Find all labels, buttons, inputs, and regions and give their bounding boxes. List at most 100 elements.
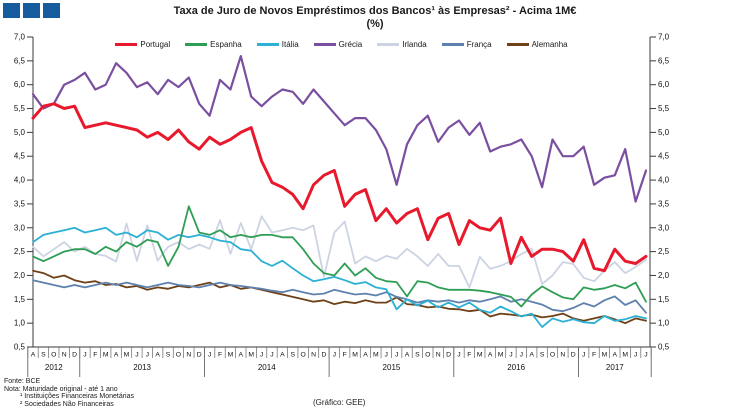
y-tick-label-right: 2,5: [658, 247, 670, 256]
series-irlanda: [32, 215, 647, 289]
x-tick-label-month: N: [560, 352, 565, 359]
series-portugal: [31, 102, 648, 273]
legend-swatch: [115, 43, 138, 46]
x-tick-label-month: O: [425, 352, 430, 359]
legend-label: Portugal: [140, 40, 171, 49]
x-tick-label-month: M: [602, 352, 608, 359]
chart-legend: Portugal Espanha Itália Grécia Irlanda França…: [33, 40, 650, 49]
x-tick-label-month: J: [208, 352, 211, 359]
x-tick-label-month: A: [114, 352, 119, 359]
x-tick-label-month: J: [457, 352, 460, 359]
y-tick-label-left: 7,0: [14, 33, 26, 42]
y-tick-label-left: 5,0: [14, 128, 26, 137]
legend-item-irlanda: Irlanda: [377, 40, 427, 49]
legend-label: Alemanha: [531, 40, 568, 49]
x-tick-label-month: A: [405, 352, 410, 359]
legend-swatch: [441, 43, 464, 46]
x-tick-label-month: D: [72, 352, 77, 359]
x-tick-label-month: M: [103, 352, 109, 359]
page-subtitle: (%): [366, 18, 384, 30]
x-tick-label-month: J: [260, 352, 263, 359]
legend-label: Espanha: [210, 40, 242, 49]
x-tick-label-month: M: [622, 352, 628, 359]
legend-swatch: [256, 43, 279, 46]
y-tick-label-right: 3,0: [658, 223, 670, 232]
x-tick-label-month: A: [31, 352, 36, 359]
y-tick-label-right: 6,0: [658, 80, 670, 89]
y-tick-label-left: 1,5: [14, 295, 26, 304]
y-tick-label-right: 5,0: [658, 128, 670, 137]
x-tick-label-month: O: [51, 352, 56, 359]
x-tick-label-month: S: [166, 352, 171, 359]
legend-item-espanha: Espanha: [185, 40, 242, 49]
x-tick-label-month: M: [248, 352, 254, 359]
x-tick-label-month: J: [385, 352, 388, 359]
y-tick-label-left: 4,5: [14, 152, 26, 161]
y-tick-label-left: 3,5: [14, 199, 26, 208]
y-tick-label-right: 5,5: [658, 104, 670, 113]
y-tick-label-left: 4,0: [14, 176, 26, 185]
x-tick-label-month: F: [218, 352, 222, 359]
x-tick-label-month: J: [395, 352, 398, 359]
x-tick-label-month: J: [582, 352, 585, 359]
y-tick-label-left: 6,0: [14, 80, 26, 89]
x-tick-label-month: D: [571, 352, 576, 359]
x-tick-label-month: M: [228, 352, 234, 359]
y-tick-label-left: 3,0: [14, 223, 26, 232]
x-tick-label-month: S: [415, 352, 420, 359]
footnote-line: Fonte: BCE: [4, 378, 41, 385]
legend-swatch: [506, 43, 529, 46]
x-tick-label-month: S: [41, 352, 46, 359]
y-tick-label-left: 6,5: [14, 56, 26, 65]
x-tick-label-month: N: [62, 352, 67, 359]
legend-swatch: [313, 43, 336, 46]
legend-item-frança: França: [441, 40, 492, 49]
x-tick-label-month: F: [467, 352, 471, 359]
x-tick-label-month: A: [529, 352, 534, 359]
y-tick-label-right: 7,0: [658, 33, 670, 42]
y-tick-label-right: 3,5: [658, 199, 670, 208]
x-tick-label-month: M: [124, 352, 130, 359]
x-tick-label-month: A: [155, 352, 160, 359]
x-tick-label-month: D: [446, 352, 451, 359]
y-tick-label-right: 2,0: [658, 271, 670, 280]
logo: [3, 3, 60, 18]
x-tick-label-month: J: [270, 352, 273, 359]
x-tick-label-month: J: [520, 352, 523, 359]
page-title: Taxa de Juro de Novos Empréstimos dos Ba…: [173, 5, 577, 17]
legend-item-itália: Itália: [256, 40, 299, 49]
legend-swatch: [185, 43, 208, 46]
y-tick-label-right: 1,5: [658, 295, 670, 304]
x-tick-label-year: 2017: [606, 363, 624, 372]
x-tick-label-month: M: [352, 352, 358, 359]
x-tick-label-month: J: [644, 352, 647, 359]
credit-text: (Gráfico: GEE): [313, 398, 366, 407]
x-tick-label-month: M: [477, 352, 483, 359]
y-tick-label-right: 6,5: [658, 56, 670, 65]
footnote-line: ¹ Instituições Financeiras Monetárias: [20, 393, 134, 400]
x-tick-label-month: N: [436, 352, 441, 359]
logo-square: [43, 3, 60, 18]
series-itália: [32, 226, 647, 328]
x-tick-label-year: 2016: [507, 363, 525, 372]
series-alemanha: [32, 269, 647, 325]
x-tick-label-month: N: [186, 352, 191, 359]
series-grécia: [31, 54, 648, 203]
x-tick-label-month: J: [634, 352, 637, 359]
x-tick-label-month: J: [135, 352, 138, 359]
y-tick-label-right: 0,5: [658, 343, 670, 352]
x-tick-label-year: 2014: [258, 363, 276, 372]
x-tick-label-month: O: [176, 352, 181, 359]
y-tick-label-right: 1,0: [658, 319, 670, 328]
logo-square: [3, 3, 20, 18]
x-tick-label-month: J: [333, 352, 336, 359]
x-tick-label-month: J: [509, 352, 512, 359]
x-tick-label-month: F: [592, 352, 596, 359]
x-tick-label-month: A: [239, 352, 244, 359]
legend-item-grécia: Grécia: [313, 40, 362, 49]
y-tick-label-left: 0,5: [14, 343, 26, 352]
y-tick-label-left: 2,0: [14, 271, 26, 280]
x-tick-label-month: S: [540, 352, 545, 359]
